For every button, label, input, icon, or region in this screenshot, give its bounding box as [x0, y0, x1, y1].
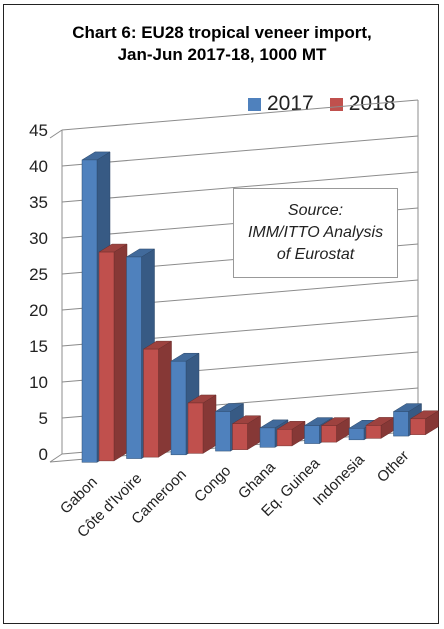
y-tick-label: 20: [29, 301, 48, 320]
bar-2017: [259, 427, 276, 448]
bar-2017: [348, 428, 365, 441]
y-tick-label: 15: [29, 337, 48, 356]
bar-2018: [98, 251, 115, 462]
bar-2017: [393, 411, 409, 437]
bar-side-2018: [113, 243, 128, 462]
chart-title: Chart 6: EU28 tropical veneer import, Ja…: [0, 22, 444, 66]
chart-frame: [3, 4, 439, 624]
source-annotation: Source: IMM/ITTO Analysis of Eurostat: [233, 188, 398, 278]
floor-edge: [49, 453, 63, 463]
bar-2018: [321, 425, 337, 443]
bar-2017: [126, 256, 142, 459]
bar-2018: [143, 348, 159, 458]
gridline: [61, 171, 419, 203]
side-wall-edge: [49, 129, 63, 139]
y-tick-label: 35: [29, 193, 48, 212]
y-tick-label: 40: [29, 157, 48, 176]
bar-side-2018: [158, 340, 172, 458]
y-tick-label: 30: [29, 229, 48, 248]
bar-2017: [304, 425, 320, 444]
source-line-3: of Eurostat: [276, 246, 355, 263]
y-tick-label: 25: [29, 265, 48, 284]
gridline: [61, 99, 419, 131]
x-tick-label: Congo: [191, 462, 234, 505]
bar-2018: [276, 429, 293, 447]
legend-swatch-2017: [248, 97, 261, 111]
y-tick-label: 5: [39, 409, 48, 428]
bar-2018: [365, 425, 382, 439]
source-line-1: Source:: [287, 202, 344, 219]
x-tick-label: Other: [374, 447, 413, 486]
y-tick-label: 10: [29, 373, 48, 392]
bar-2018: [187, 402, 204, 454]
chart-title-line-2: Jan-Jun 2017-18, 1000 MT: [117, 45, 327, 64]
bar-2018: [410, 418, 426, 435]
gridline: [61, 135, 419, 167]
bar-2017: [81, 159, 98, 463]
y-tick-label: 45: [29, 121, 48, 140]
source-line-2: IMM/ITTO Analysis: [247, 224, 384, 241]
y-tick-label: 0: [39, 445, 48, 464]
bar-2018: [232, 423, 248, 450]
bar-side-2018: [202, 394, 217, 454]
x-tick-label: Indonesia: [310, 451, 368, 509]
bar-2017: [215, 411, 231, 452]
chart-title-line-1: Chart 6: EU28 tropical veneer import,: [72, 23, 372, 42]
legend-item-2017: 2017: [248, 92, 314, 116]
legend-label-2017: 2017: [267, 92, 314, 115]
bar-2017: [170, 360, 187, 456]
